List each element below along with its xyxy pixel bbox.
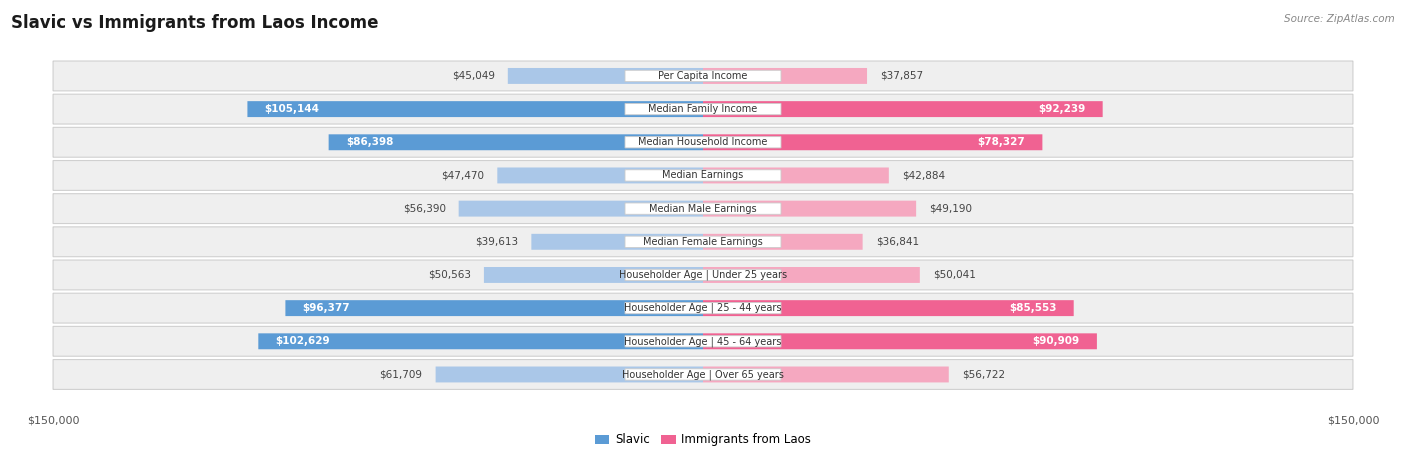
FancyBboxPatch shape — [703, 234, 863, 250]
FancyBboxPatch shape — [703, 101, 1102, 117]
FancyBboxPatch shape — [53, 127, 1353, 157]
FancyBboxPatch shape — [626, 236, 780, 248]
FancyBboxPatch shape — [285, 300, 703, 316]
FancyBboxPatch shape — [484, 267, 703, 283]
Text: Householder Age | Under 25 years: Householder Age | Under 25 years — [619, 270, 787, 280]
Text: Per Capita Income: Per Capita Income — [658, 71, 748, 81]
Text: $49,190: $49,190 — [929, 204, 972, 213]
Text: $36,841: $36,841 — [876, 237, 918, 247]
Text: $61,709: $61,709 — [380, 369, 423, 380]
Text: Householder Age | 25 - 44 years: Householder Age | 25 - 44 years — [624, 303, 782, 313]
Text: $78,327: $78,327 — [977, 137, 1025, 147]
FancyBboxPatch shape — [53, 293, 1353, 323]
FancyBboxPatch shape — [53, 326, 1353, 356]
Text: Slavic vs Immigrants from Laos Income: Slavic vs Immigrants from Laos Income — [11, 14, 378, 32]
FancyBboxPatch shape — [53, 61, 1353, 91]
FancyBboxPatch shape — [626, 303, 780, 314]
FancyBboxPatch shape — [703, 267, 920, 283]
Text: $50,041: $50,041 — [932, 270, 976, 280]
FancyBboxPatch shape — [626, 104, 780, 115]
Text: $37,857: $37,857 — [880, 71, 924, 81]
Text: Median Household Income: Median Household Income — [638, 137, 768, 147]
FancyBboxPatch shape — [53, 360, 1353, 389]
FancyBboxPatch shape — [626, 203, 780, 214]
FancyBboxPatch shape — [703, 201, 917, 217]
Legend: Slavic, Immigrants from Laos: Slavic, Immigrants from Laos — [591, 429, 815, 451]
FancyBboxPatch shape — [703, 68, 868, 84]
FancyBboxPatch shape — [626, 137, 780, 148]
Text: $96,377: $96,377 — [302, 303, 350, 313]
FancyBboxPatch shape — [703, 300, 1074, 316]
FancyBboxPatch shape — [247, 101, 703, 117]
Text: Householder Age | Over 65 years: Householder Age | Over 65 years — [621, 369, 785, 380]
Text: Median Female Earnings: Median Female Earnings — [643, 237, 763, 247]
FancyBboxPatch shape — [626, 71, 780, 82]
Text: Median Male Earnings: Median Male Earnings — [650, 204, 756, 213]
Text: Householder Age | 45 - 64 years: Householder Age | 45 - 64 years — [624, 336, 782, 347]
Text: $50,563: $50,563 — [427, 270, 471, 280]
FancyBboxPatch shape — [703, 168, 889, 184]
FancyBboxPatch shape — [259, 333, 703, 349]
Text: $47,470: $47,470 — [441, 170, 484, 180]
FancyBboxPatch shape — [508, 68, 703, 84]
FancyBboxPatch shape — [53, 161, 1353, 191]
FancyBboxPatch shape — [703, 367, 949, 382]
Text: $42,884: $42,884 — [901, 170, 945, 180]
Text: $90,909: $90,909 — [1032, 336, 1080, 347]
Text: $39,613: $39,613 — [475, 237, 519, 247]
FancyBboxPatch shape — [626, 170, 780, 181]
FancyBboxPatch shape — [626, 269, 780, 281]
Text: $85,553: $85,553 — [1010, 303, 1056, 313]
FancyBboxPatch shape — [626, 369, 780, 380]
Text: $105,144: $105,144 — [264, 104, 319, 114]
Text: Median Family Income: Median Family Income — [648, 104, 758, 114]
Text: $92,239: $92,239 — [1038, 104, 1085, 114]
Text: $56,722: $56,722 — [962, 369, 1005, 380]
FancyBboxPatch shape — [329, 134, 703, 150]
Text: $45,049: $45,049 — [451, 71, 495, 81]
Text: Median Earnings: Median Earnings — [662, 170, 744, 180]
FancyBboxPatch shape — [458, 201, 703, 217]
Text: $86,398: $86,398 — [346, 137, 394, 147]
FancyBboxPatch shape — [626, 336, 780, 347]
FancyBboxPatch shape — [703, 333, 1097, 349]
FancyBboxPatch shape — [53, 94, 1353, 124]
FancyBboxPatch shape — [53, 194, 1353, 224]
FancyBboxPatch shape — [436, 367, 703, 382]
Text: $56,390: $56,390 — [402, 204, 446, 213]
FancyBboxPatch shape — [498, 168, 703, 184]
Text: $102,629: $102,629 — [276, 336, 330, 347]
FancyBboxPatch shape — [53, 260, 1353, 290]
FancyBboxPatch shape — [703, 134, 1042, 150]
FancyBboxPatch shape — [531, 234, 703, 250]
FancyBboxPatch shape — [53, 227, 1353, 257]
Text: Source: ZipAtlas.com: Source: ZipAtlas.com — [1284, 14, 1395, 24]
